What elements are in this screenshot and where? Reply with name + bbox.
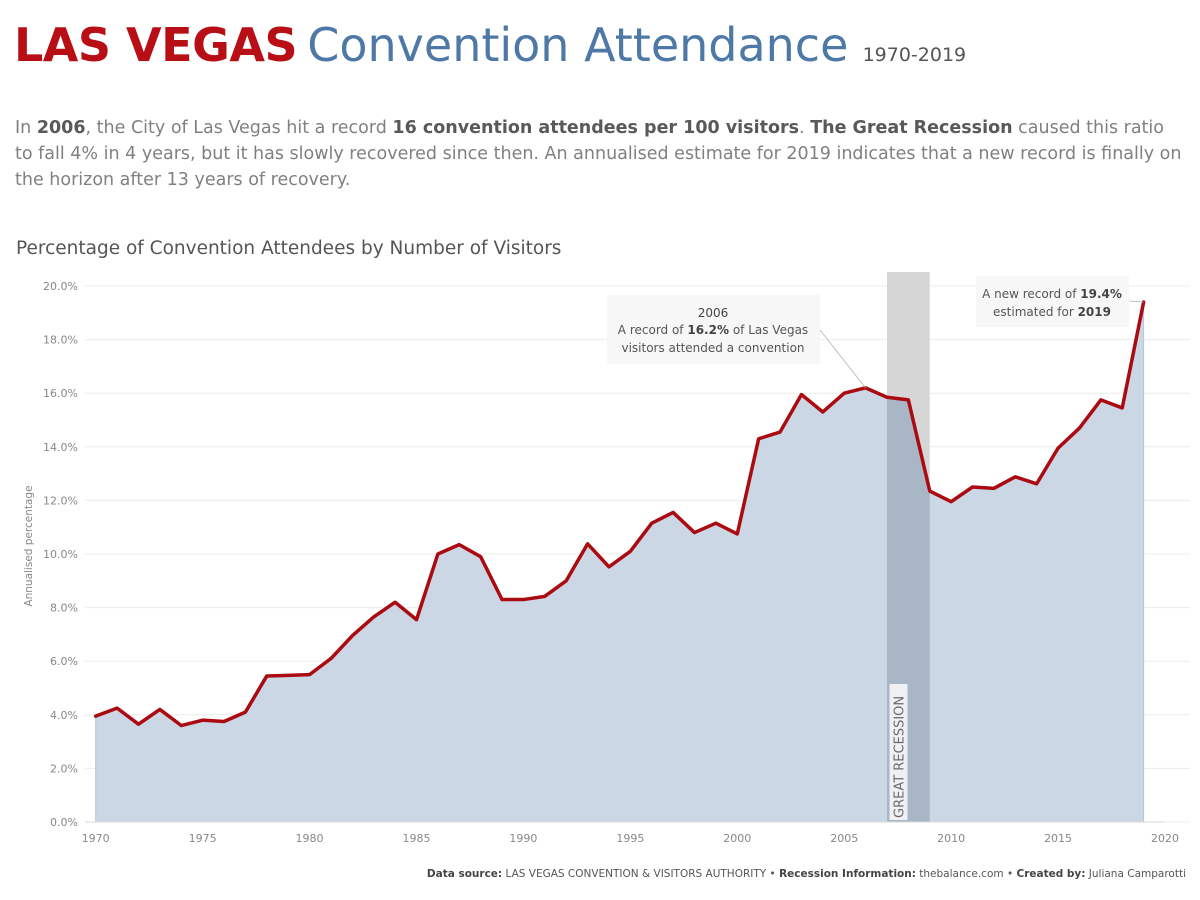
intro-text-3: . (799, 118, 811, 138)
callout-2019-line2-value: 2019 (1078, 305, 1111, 319)
callout-2006-box (607, 295, 820, 364)
footer-label-recession: Recession Information: (779, 868, 916, 880)
title-las-vegas: LAS VEGAS (14, 18, 298, 72)
area-group (95, 301, 1145, 823)
footer-value-recession: thebalance.com • (915, 868, 1017, 880)
x-tick-label: 2005 (830, 832, 858, 845)
page-title: LAS VEGAS Convention Attendance 1970-201… (14, 22, 966, 68)
intro-text-2: , the City of Las Vegas hit a record (85, 118, 393, 138)
callout-2006-leader (819, 329, 866, 389)
axes: 0.0% 2.0% 4.0% 6.0% 8.0% 10.0% 12.0% 14.0% 16.0%… (23, 280, 1179, 845)
x-tick-label: 1975 (189, 832, 217, 845)
x-tick-label: 1980 (296, 832, 324, 845)
y-tick-label: 14.0% (43, 441, 78, 454)
callout-2019-leader (1128, 300, 1144, 303)
annotations: 2006 A record of 16.2% of Las Vegas visito… (607, 276, 1144, 389)
chart-title: Percentage of Convention Attendees by Nu… (16, 238, 562, 259)
intro-text-1: In (15, 118, 37, 138)
x-tick-label: 2010 (937, 832, 965, 845)
y-tick-label: 6.0% (50, 655, 78, 668)
callout-2006-line2: visitors attended a convention (621, 341, 804, 355)
y-tick-label: 2.0% (50, 762, 78, 775)
callout-2006-year: 2006 (698, 306, 729, 320)
footer-value-created: Juliana Camparotti (1085, 868, 1186, 880)
y-axis-title: Annualised percentage (23, 485, 35, 606)
x-tick-label: 2015 (1044, 832, 1072, 845)
recession-label-bg (889, 684, 908, 820)
footer-value-source: LAS VEGAS CONVENTION & VISITORS AUTHORIT… (502, 868, 780, 880)
attendance-line (93, 300, 1146, 728)
y-tick-label: 12.0% (43, 494, 78, 507)
callout-2006-post: of Las Vegas (729, 323, 808, 337)
callout-2019-line2-pre: estimated for (993, 305, 1078, 319)
y-tick-label: 8.0% (50, 602, 78, 615)
callout-2019-line2: estimated for 2019 (993, 305, 1111, 319)
title-convention-attendance: Convention Attendance (307, 18, 849, 72)
intro-bold-2: 16 convention attendees per 100 visitors (392, 118, 800, 138)
callout-2019-line1: A new record of 19.4% (982, 287, 1122, 301)
title-years: 1970-2019 (862, 44, 967, 66)
intro-paragraph: In 2006, the City of Las Vegas hit a rec… (15, 115, 1185, 193)
y-tick-label: 18.0% (43, 334, 78, 347)
footer-label-created: Created by: (1016, 868, 1086, 880)
callout-2019-value: 19.4% (1080, 287, 1122, 301)
y-tick-label: 4.0% (50, 709, 78, 722)
y-tick-label: 0.0% (50, 816, 78, 829)
intro-bold-3: The Great Recession (810, 118, 1013, 138)
x-tick-label: 2000 (723, 832, 751, 845)
callout-2019-box (976, 276, 1129, 327)
x-tick-label: 1995 (616, 832, 644, 845)
recession-label: GREAT RECESSION (893, 696, 908, 818)
line-group (93, 300, 1146, 728)
callout-2006-line1: A record of 16.2% of Las Vegas (618, 323, 808, 337)
source-footer: Data source: LAS VEGAS CONVENTION & VISI… (427, 868, 1186, 880)
y-tick-label: 16.0% (43, 387, 78, 400)
intro-text-4: caused this ratio to fall 4% in 4 years,… (15, 118, 1182, 190)
y-tick-label: 20.0% (43, 280, 78, 293)
callout-2006-value: 16.2% (687, 323, 729, 337)
intro-bold-1: 2006 (36, 118, 86, 138)
attendance-area (95, 301, 1145, 823)
footer-label-source: Data source: (426, 868, 503, 880)
y-tick-label: 10.0% (43, 548, 78, 561)
callout-2019-pre: A new record of (982, 287, 1080, 301)
x-tick-label: 1990 (509, 832, 537, 845)
callout-2006-pre: A record of (618, 323, 688, 337)
x-tick-label: 1985 (402, 832, 430, 845)
x-tick-label: 1970 (82, 832, 110, 845)
x-tick-label: 2020 (1151, 832, 1179, 845)
